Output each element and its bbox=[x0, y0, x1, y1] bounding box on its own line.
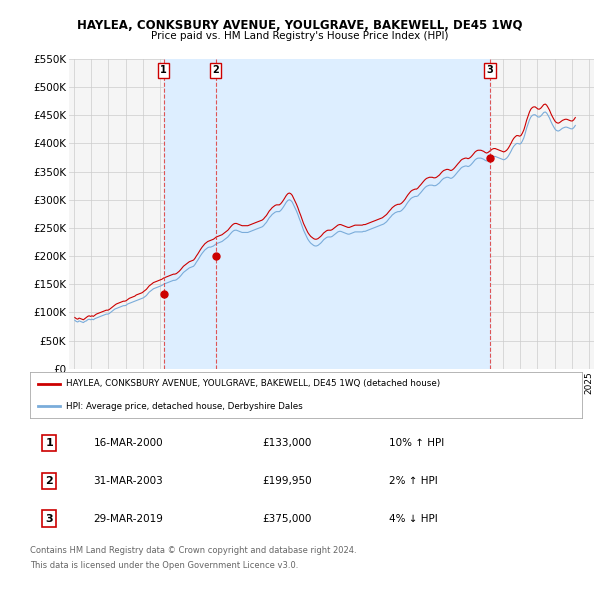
Text: 1: 1 bbox=[160, 65, 167, 76]
Text: £133,000: £133,000 bbox=[262, 438, 311, 448]
Text: 2: 2 bbox=[46, 476, 53, 486]
Text: 4% ↓ HPI: 4% ↓ HPI bbox=[389, 514, 437, 523]
Text: HPI: Average price, detached house, Derbyshire Dales: HPI: Average price, detached house, Derb… bbox=[66, 402, 302, 411]
Text: 2% ↑ HPI: 2% ↑ HPI bbox=[389, 476, 437, 486]
Text: 10% ↑ HPI: 10% ↑ HPI bbox=[389, 438, 444, 448]
Text: This data is licensed under the Open Government Licence v3.0.: This data is licensed under the Open Gov… bbox=[30, 560, 298, 569]
Text: 2: 2 bbox=[212, 65, 219, 76]
Text: £199,950: £199,950 bbox=[262, 476, 311, 486]
Bar bbox=[215, 59, 490, 369]
Text: Contains HM Land Registry data © Crown copyright and database right 2024.: Contains HM Land Registry data © Crown c… bbox=[30, 546, 356, 555]
Text: 1: 1 bbox=[46, 438, 53, 448]
Bar bbox=[164, 59, 215, 369]
Text: 29-MAR-2019: 29-MAR-2019 bbox=[94, 514, 163, 523]
Text: 16-MAR-2000: 16-MAR-2000 bbox=[94, 438, 163, 448]
Text: HAYLEA, CONKSBURY AVENUE, YOULGRAVE, BAKEWELL, DE45 1WQ (detached house): HAYLEA, CONKSBURY AVENUE, YOULGRAVE, BAK… bbox=[66, 379, 440, 388]
Text: Price paid vs. HM Land Registry's House Price Index (HPI): Price paid vs. HM Land Registry's House … bbox=[151, 31, 449, 41]
Text: 3: 3 bbox=[46, 514, 53, 523]
Text: £375,000: £375,000 bbox=[262, 514, 311, 523]
Text: 3: 3 bbox=[487, 65, 493, 76]
Text: 31-MAR-2003: 31-MAR-2003 bbox=[94, 476, 163, 486]
Text: HAYLEA, CONKSBURY AVENUE, YOULGRAVE, BAKEWELL, DE45 1WQ: HAYLEA, CONKSBURY AVENUE, YOULGRAVE, BAK… bbox=[77, 19, 523, 32]
